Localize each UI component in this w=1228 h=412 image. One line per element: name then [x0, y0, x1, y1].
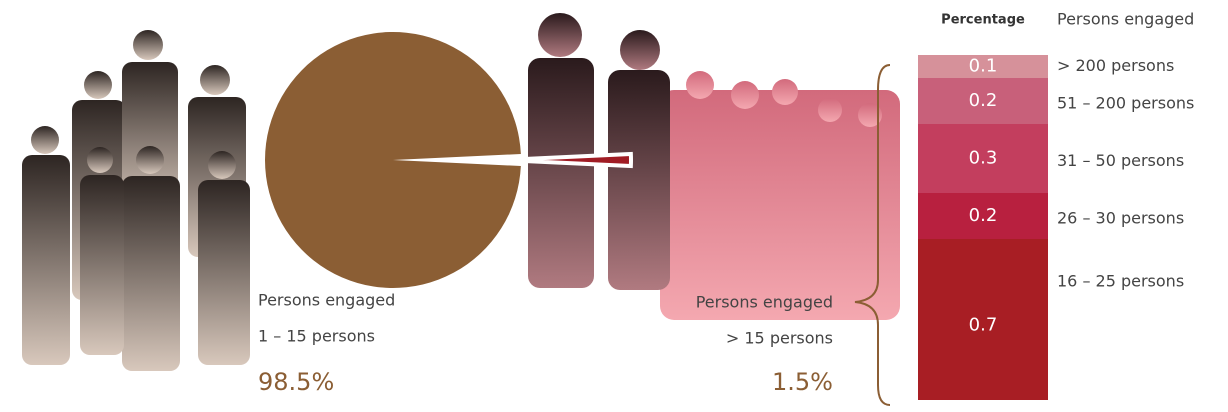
category-header: Persons engaged: [1057, 10, 1194, 29]
slice-value: 98.5%: [258, 368, 334, 396]
slice-title: Persons engaged: [696, 293, 833, 312]
people-right: [528, 13, 900, 320]
pie-slice: [265, 31, 521, 288]
slice-value: 1.5%: [772, 368, 833, 396]
segment-label: 0.2: [969, 205, 998, 226]
pie-slice: [502, 151, 633, 169]
bar-segment: [918, 193, 1048, 239]
slice-label: > 15 persons: [726, 329, 833, 348]
bar-segment: [918, 124, 1048, 193]
category-label: 51 – 200 persons: [1057, 94, 1194, 113]
bar-segment: [918, 239, 1048, 400]
category-label: 26 – 30 persons: [1057, 209, 1184, 228]
category-label: 16 – 25 persons: [1057, 272, 1184, 291]
stacked-bar: 0.1 > 200 persons 0.2 51 – 200 persons 0.3 31…: [918, 55, 1194, 400]
bar-header: Percentage: [941, 13, 1025, 28]
category-label: 31 – 50 persons: [1057, 151, 1184, 170]
segment-label: 0.1: [969, 56, 998, 77]
pie-chart: [265, 31, 633, 288]
segment-label: 0.3: [969, 148, 998, 169]
slice-title: Persons engaged: [258, 291, 395, 310]
segment-label: 0.2: [969, 90, 998, 111]
bar-segment: [918, 55, 1048, 78]
slice-label: 1 – 15 persons: [258, 327, 375, 346]
people-left: [22, 30, 250, 371]
segment-label: 0.7: [969, 315, 998, 336]
brace: [854, 64, 891, 406]
category-label: > 200 persons: [1057, 56, 1174, 75]
bar-segment: [918, 78, 1048, 124]
